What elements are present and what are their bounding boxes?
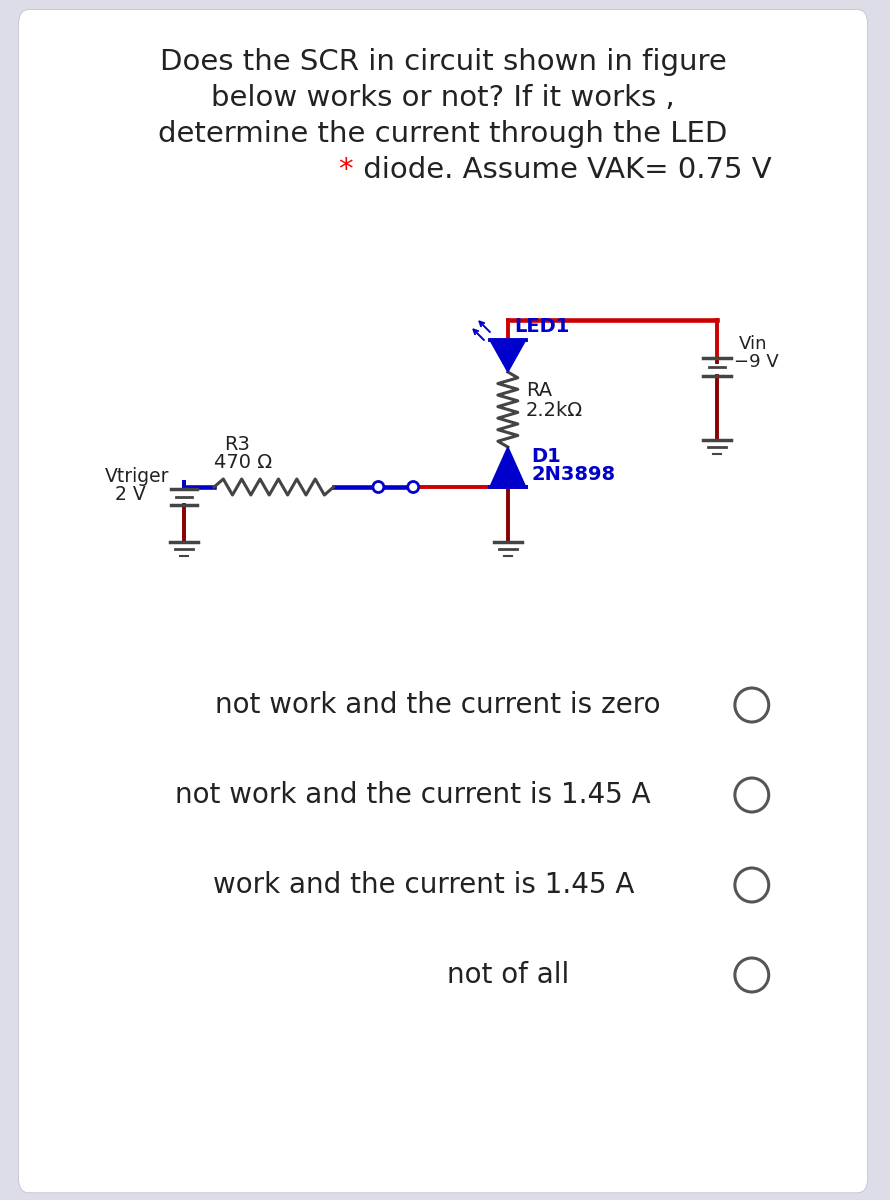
Text: 2 V: 2 V (115, 485, 145, 504)
Text: 2.2kΩ: 2.2kΩ (526, 401, 583, 420)
Circle shape (735, 688, 769, 722)
Circle shape (735, 778, 769, 812)
Text: RA: RA (526, 380, 552, 400)
Text: *: * (338, 156, 353, 184)
Text: diode. Assume VAK= 0.75 V: diode. Assume VAK= 0.75 V (354, 156, 773, 184)
FancyBboxPatch shape (19, 10, 868, 1193)
Text: not of all: not of all (447, 961, 569, 989)
Text: D1: D1 (531, 448, 562, 467)
Text: 470 Ω: 470 Ω (214, 454, 272, 473)
Text: below works or not? If it works ,: below works or not? If it works , (211, 84, 675, 112)
Text: R3: R3 (224, 436, 250, 455)
Circle shape (735, 868, 769, 902)
Circle shape (408, 481, 418, 492)
Text: Vin: Vin (739, 335, 767, 353)
Text: 2N3898: 2N3898 (531, 466, 616, 485)
Text: work and the current is 1.45 A: work and the current is 1.45 A (213, 871, 634, 899)
Text: LED1: LED1 (514, 317, 570, 336)
Text: not work and the current is zero: not work and the current is zero (215, 691, 661, 719)
Text: Vtriger: Vtriger (104, 468, 169, 486)
Circle shape (373, 481, 384, 492)
Text: Does the SCR in circuit shown in figure: Does the SCR in circuit shown in figure (159, 48, 726, 76)
Text: determine the current through the LED: determine the current through the LED (158, 120, 728, 148)
Circle shape (735, 958, 769, 992)
Text: not work and the current is 1.45 A: not work and the current is 1.45 A (175, 781, 651, 809)
Text: −9 V: −9 V (734, 353, 779, 371)
Polygon shape (490, 446, 526, 487)
Polygon shape (490, 340, 526, 372)
